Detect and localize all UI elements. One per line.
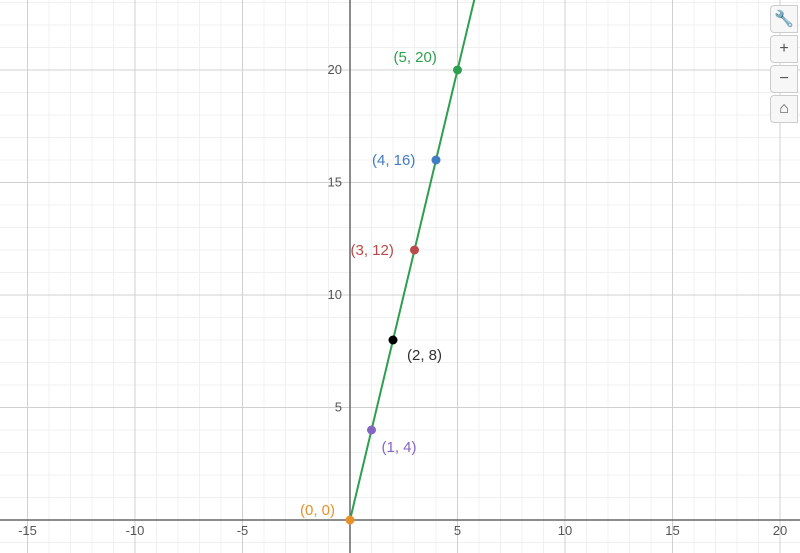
chart-container: -15 -10 -5 5 10 15 20 5 10 15 20 (0, 0) (1, 4) (2, 8)… <box>0 0 800 553</box>
toolbar: 🔧 + − ⌂ <box>770 5 800 123</box>
x-tick-label: 20 <box>773 523 787 538</box>
y-tick-label: 5 <box>335 400 342 415</box>
point-label: (4, 16) <box>372 152 415 169</box>
home-button[interactable]: ⌂ <box>770 95 798 123</box>
point-label: (5, 20) <box>394 49 437 66</box>
settings-button[interactable]: 🔧 <box>770 5 798 33</box>
data-point <box>432 156 441 165</box>
x-tick-label: -15 <box>18 523 37 538</box>
data-point <box>346 516 355 525</box>
point-label: (3, 12) <box>351 242 394 259</box>
minus-icon: − <box>779 70 788 88</box>
data-point <box>453 66 462 75</box>
y-tick-label: 10 <box>328 287 342 302</box>
data-point <box>389 336 398 345</box>
chart-svg: -15 -10 -5 5 10 15 20 5 10 15 20 (0, 0) (1, 4) (2, 8)… <box>0 0 800 553</box>
wrench-icon: 🔧 <box>774 9 794 29</box>
point-label: (1, 4) <box>382 439 417 456</box>
x-tick-label: 5 <box>454 523 461 538</box>
zoom-out-button[interactable]: − <box>770 65 798 93</box>
plus-icon: + <box>779 40 788 58</box>
x-tick-label: 10 <box>558 523 572 538</box>
data-point <box>410 246 419 255</box>
x-tick-label: -10 <box>126 523 145 538</box>
y-tick-label: 15 <box>328 175 342 190</box>
home-icon: ⌂ <box>779 100 789 118</box>
point-label: (2, 8) <box>407 347 442 364</box>
x-tick-label: 15 <box>665 523 679 538</box>
data-point <box>367 426 376 435</box>
point-label: (0, 0) <box>300 502 335 519</box>
y-tick-label: 20 <box>328 62 342 77</box>
x-tick-label: -5 <box>237 523 249 538</box>
zoom-in-button[interactable]: + <box>770 35 798 63</box>
